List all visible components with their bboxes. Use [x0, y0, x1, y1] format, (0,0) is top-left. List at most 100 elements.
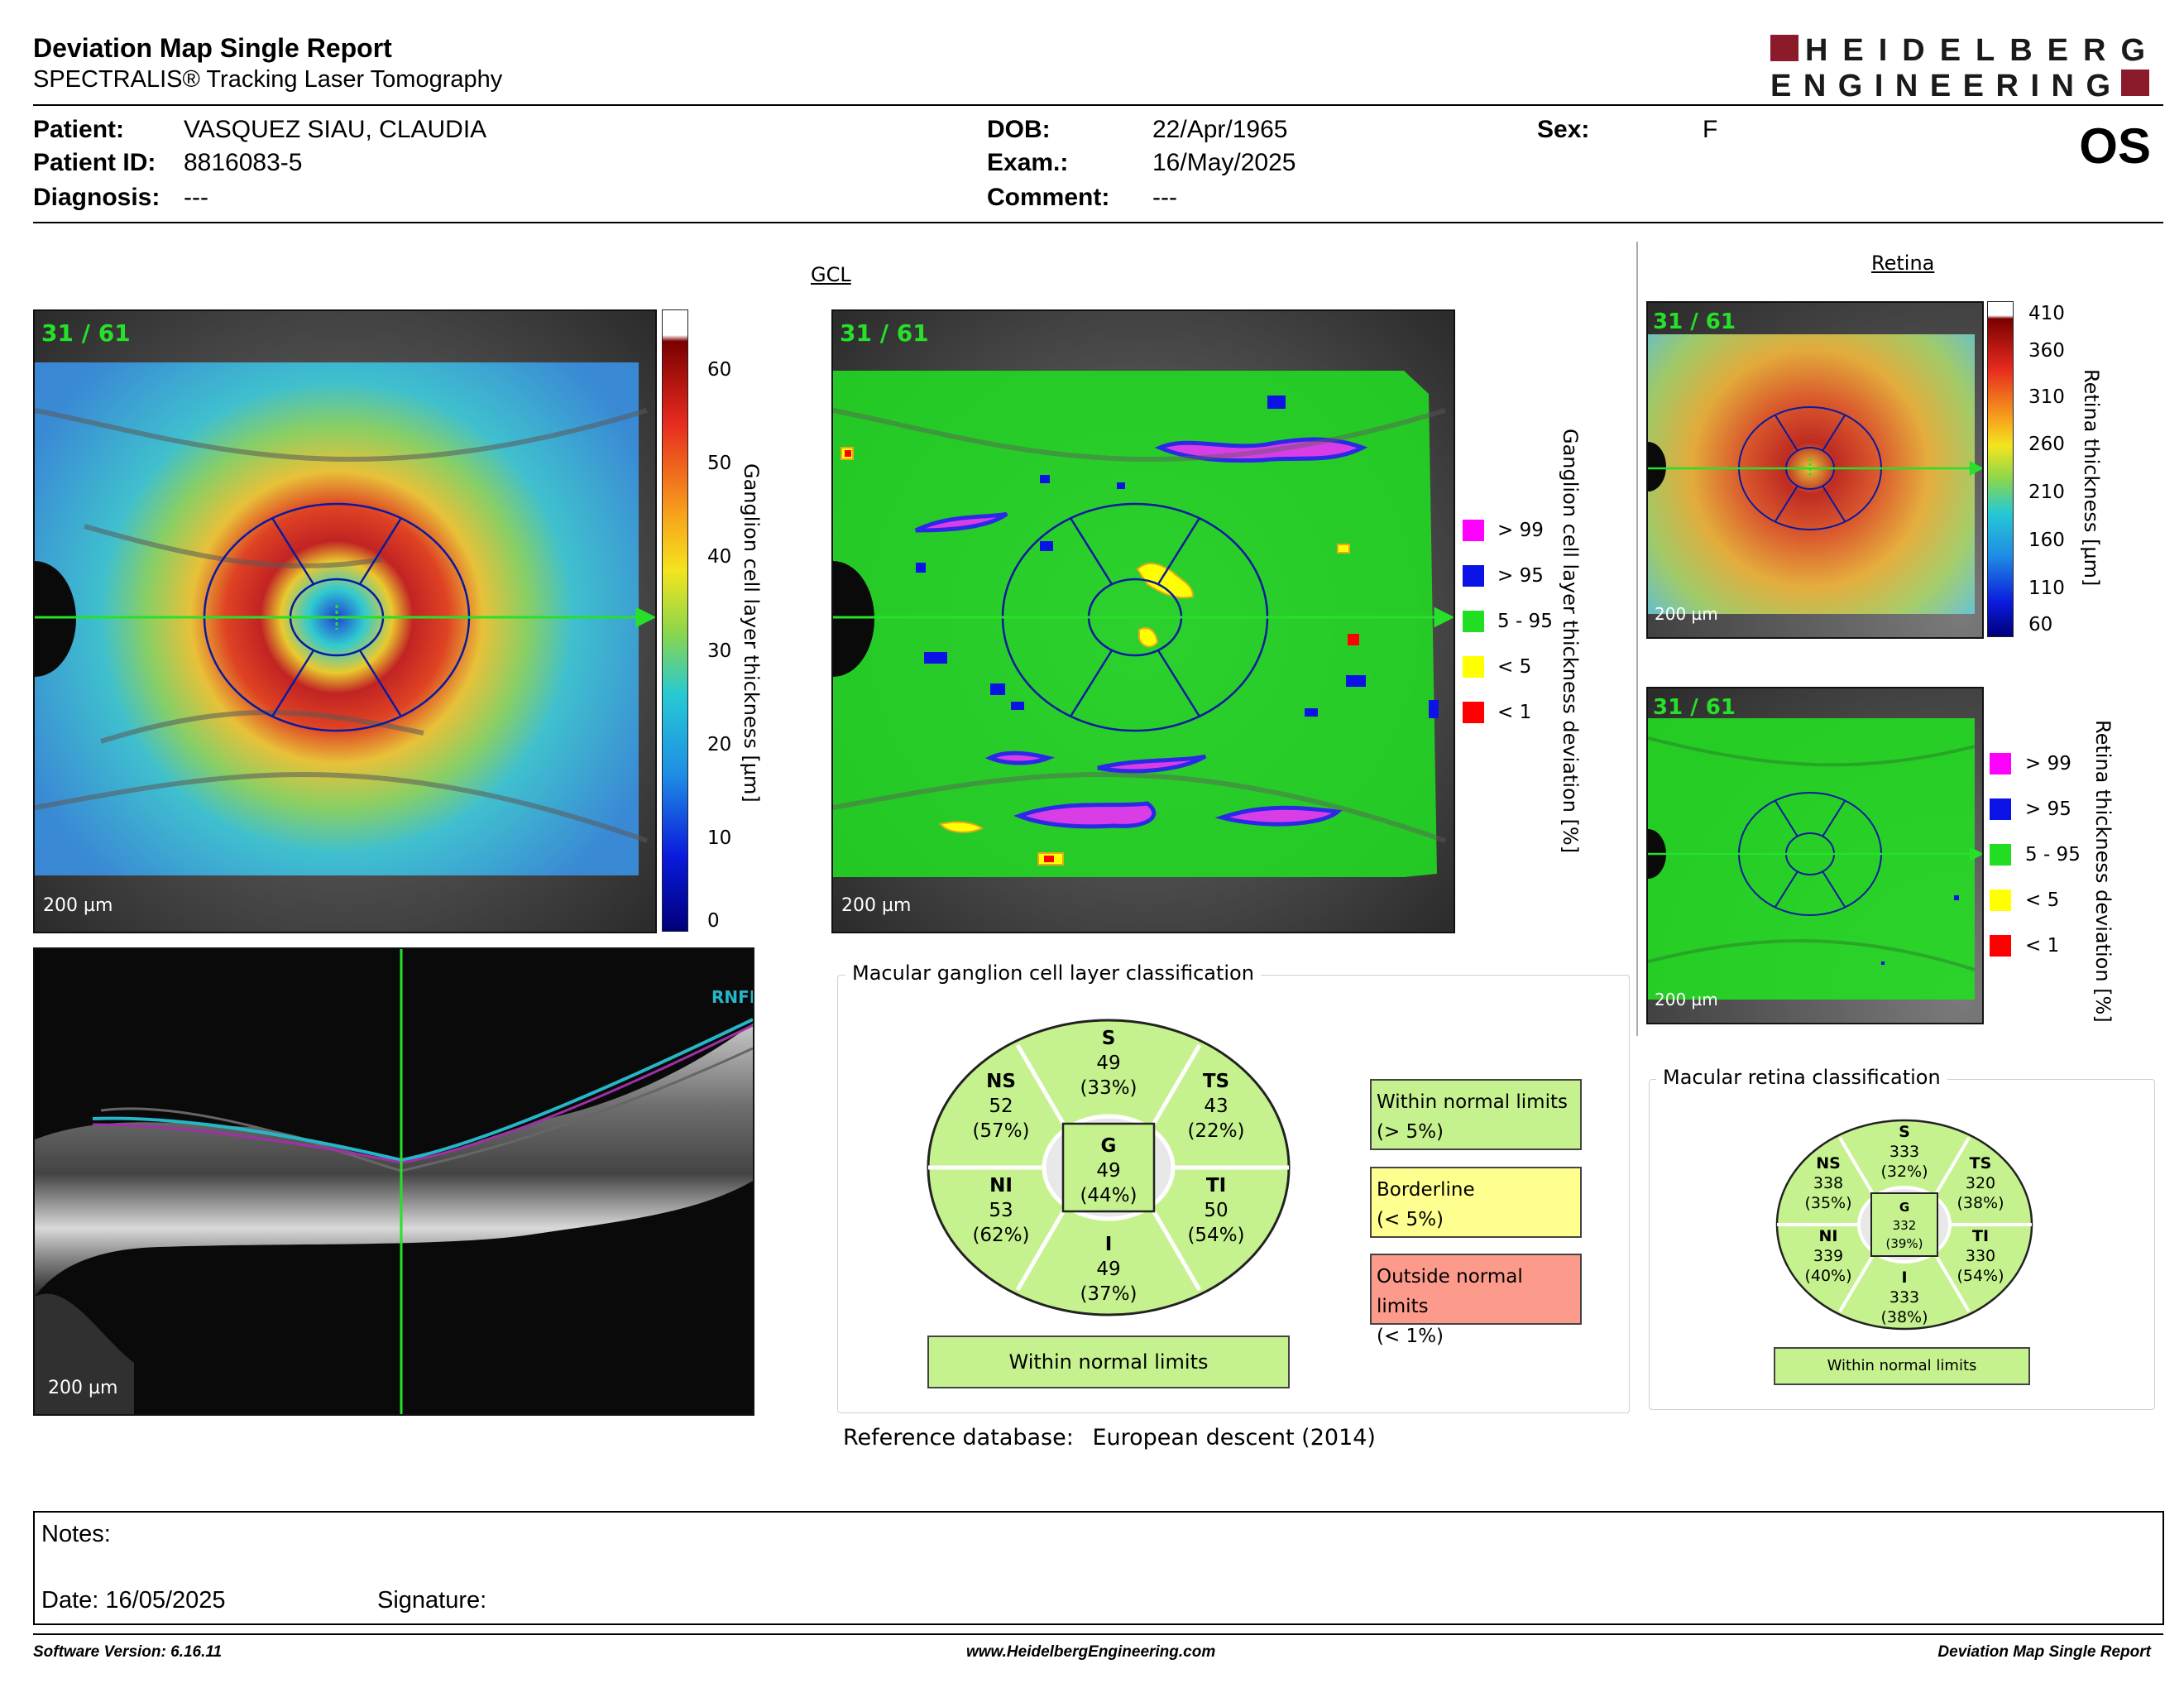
- retina-result-box: Within normal limits: [1774, 1347, 2030, 1385]
- gcl-legend-label-5-95: 5 - 95: [1497, 611, 1553, 632]
- optic-disc: [35, 561, 76, 677]
- retina-sector-ts-value: 320: [1966, 1174, 1995, 1192]
- reference-colon: :: [1066, 1425, 1074, 1451]
- gcl-legend-swatch-5: [1463, 656, 1484, 678]
- gcl-sector-ni-name: NI: [989, 1175, 1013, 1196]
- gcl-legend-label-5: < 5: [1497, 656, 1532, 678]
- exam-label: Exam.:: [987, 149, 1069, 176]
- retina-sector-s-pct: (32%): [1880, 1163, 1928, 1181]
- retina-tick-310: 310: [2028, 386, 2065, 408]
- gcl-deviation-counter: 31 / 61: [840, 319, 929, 347]
- gcl-sector-ns-name: NS: [986, 1071, 1016, 1092]
- gcl-map-scale: 200 µm: [43, 895, 113, 916]
- gcl-tick-30: 30: [707, 640, 732, 662]
- heidelberg-logo: HEIDELBERG ENGINEERING: [1770, 33, 2149, 101]
- retina-thickness-axis-label: Retina thickness [µm]: [2080, 369, 2103, 587]
- retina-sector-ti-value: 330: [1966, 1247, 1995, 1265]
- retina-legend-swatch-99: [1990, 753, 2011, 774]
- svg-text:HEIDELBERG: HEIDELBERG: [1805, 33, 2148, 68]
- retina-legend-label-5-95: 5 - 95: [2025, 844, 2081, 866]
- retina-sector-g-name: G: [1899, 1200, 1909, 1215]
- gcl-result-label: Within normal limits: [1008, 1350, 1209, 1374]
- signature-label: Signature:: [377, 1587, 487, 1614]
- footer-report-name: Deviation Map Single Report: [1937, 1643, 2151, 1661]
- gcl-sector-ni-pct: (62%): [972, 1225, 1029, 1246]
- gcl-sector-ti-pct: (54%): [1187, 1225, 1244, 1246]
- retina-tick-210: 210: [2028, 482, 2065, 503]
- retina-deviation-axis-label: Retina thickness deviation [%]: [2091, 720, 2115, 1023]
- gcl-sector-ti-name: TI: [1206, 1175, 1226, 1196]
- retina-deviation-scale: 200 µm: [1655, 990, 1718, 1009]
- retina-sector-i-name: I: [1901, 1268, 1907, 1287]
- retina-sector-ts-name: TS: [1970, 1154, 1992, 1172]
- retina-sector-g-value: 332: [1893, 1218, 1917, 1233]
- gcl-sector-ns-pct: (57%): [972, 1120, 1029, 1142]
- gcl-thickness-axis-label: Ganglion cell layer thickness [µm]: [740, 463, 763, 803]
- legend-within-line2: (> 5%): [1377, 1121, 1444, 1143]
- gcl-deviation-scale: 200 µm: [841, 895, 912, 916]
- gcl-sector-g-pct: (44%): [1080, 1185, 1137, 1206]
- retina-sector-s-value: 333: [1889, 1143, 1919, 1161]
- section-divider: [1636, 242, 1638, 1036]
- legend-borderline-line1: Borderline: [1377, 1179, 1475, 1201]
- report-subtitle: SPECTRALIS® Tracking Laser Tomography: [33, 66, 503, 93]
- gcl-deviation-map: 31 / 61 200 µm: [831, 309, 1455, 933]
- reference-value: European descent (2014): [1092, 1425, 1376, 1451]
- sex-value: F: [1703, 116, 1718, 143]
- retina-sector-ts-pct: (38%): [1956, 1194, 2004, 1212]
- retina-sector-g-pct: (39%): [1885, 1236, 1923, 1251]
- retina-deviation-counter: 31 / 61: [1653, 695, 1736, 720]
- gcl-legend-label-95: > 95: [1497, 565, 1544, 587]
- retina-tick-160: 160: [2028, 530, 2065, 551]
- retina-sector-i-value: 333: [1889, 1288, 1919, 1307]
- retina-legend-swatch-1: [1990, 935, 2011, 957]
- retina-sector-s-name: S: [1899, 1123, 1910, 1141]
- retina-legend-label-95: > 95: [2025, 798, 2071, 820]
- rnfl-layer-label: RNFL: [711, 987, 753, 1007]
- gcl-sector-g-name: G: [1101, 1135, 1117, 1157]
- gcl-sector-s-value: 49: [1096, 1053, 1120, 1074]
- retina-sector-chart: S 333 (32%) NS 338 (35%) TS 320 (38%) G …: [1775, 1119, 2033, 1331]
- retina-legend-swatch-5: [1990, 890, 2011, 911]
- gcl-sector-ni-value: 53: [989, 1200, 1013, 1221]
- retina-sector-ns-pct: (35%): [1804, 1194, 1851, 1212]
- retina-legend-swatch-5-95: [1990, 844, 2011, 866]
- gcl-section-title: GCL: [811, 263, 851, 286]
- retina-result-label: Within normal limits: [1827, 1357, 1977, 1374]
- legend-within-line1: Within normal limits: [1377, 1091, 1568, 1113]
- notes-date-label: Date:: [41, 1587, 99, 1614]
- report-title: Deviation Map Single Report: [33, 33, 392, 63]
- gcl-sector-ts-value: 43: [1204, 1096, 1228, 1117]
- reference-database: Reference database: European descent (20…: [843, 1425, 1376, 1451]
- retina-sector-i-pct: (38%): [1880, 1308, 1928, 1326]
- gcl-legend-swatch-95: [1463, 565, 1484, 587]
- notes-date-value: 16/05/2025: [105, 1587, 226, 1614]
- svg-text:ENGINEERING: ENGINEERING: [1770, 69, 2113, 101]
- retina-map-counter: 31 / 61: [1653, 309, 1736, 334]
- sex-label: Sex:: [1537, 116, 1590, 143]
- retina-deviation-map: 31 / 61 200 µm: [1646, 687, 1984, 1024]
- patient-id: 8816083-5: [184, 149, 303, 176]
- gcl-tick-40: 40: [707, 546, 732, 568]
- gcl-tick-10: 10: [707, 827, 732, 849]
- gcl-sector-chart: S 49 (33%) NS 52 (57%) TS 43 (22%) G 49 …: [927, 1019, 1291, 1316]
- reference-label: Reference database: [843, 1425, 1066, 1451]
- retina-legend-label-5: < 5: [2025, 890, 2060, 911]
- legend-outside-line1: Outside normal limits: [1377, 1266, 1523, 1317]
- legend-borderline-line2: (< 5%): [1377, 1209, 1444, 1230]
- gcl-result-box: Within normal limits: [927, 1336, 1290, 1388]
- gcl-deviation-axis-label: Ganglion cell layer thickness deviation …: [1559, 429, 1582, 854]
- retina-thickness-colorbar: [1987, 301, 2014, 637]
- notes-date: Date: 16/05/2025: [41, 1587, 226, 1614]
- legend-borderline: Borderline (< 5%): [1370, 1167, 1582, 1238]
- retina-section-title: Retina: [1871, 252, 1935, 275]
- retina-legend-label-99: > 99: [2025, 753, 2071, 774]
- gcl-sector-s-name: S: [1102, 1028, 1116, 1049]
- exam-value: 16/May/2025: [1152, 149, 1296, 176]
- gcl-tick-50: 50: [707, 453, 732, 474]
- legend-within-normal: Within normal limits (> 5%): [1370, 1079, 1582, 1150]
- comment-value: ---: [1152, 184, 1177, 211]
- diagnosis-label: Diagnosis:: [33, 184, 160, 211]
- gcl-legend-label-99: > 99: [1497, 520, 1544, 541]
- retina-thickness-map: 31 / 61 200 µm: [1646, 301, 1984, 639]
